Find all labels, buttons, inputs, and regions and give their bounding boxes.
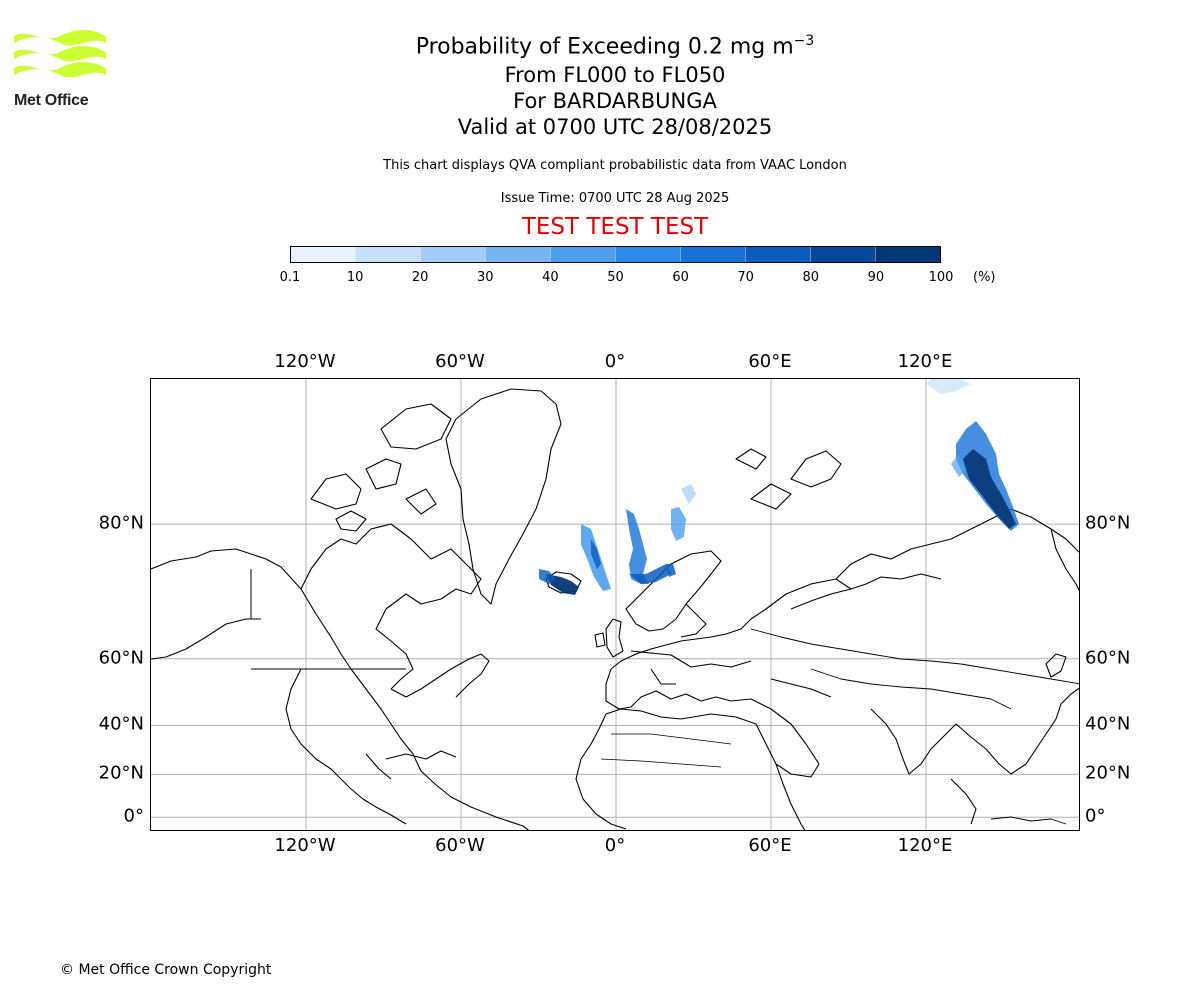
colorbar-segment	[615, 247, 680, 262]
ash-probability-plumes	[539, 379, 1019, 595]
chart-title: Probability of Exceeding 0.2 mg m−3	[300, 26, 930, 62]
left-lat-label: 40°N	[98, 713, 144, 735]
met-office-waves-icon	[14, 30, 106, 78]
right-lat-label: 0°	[1085, 805, 1106, 827]
met-office-logo: Met Office	[14, 30, 109, 112]
coastlines	[151, 388, 1079, 830]
colorbar-tick-label: 40	[542, 270, 559, 285]
volcano-name: For BARDARBUNGA	[513, 89, 717, 114]
valid-time: Valid at 0700 UTC 28/08/2025	[457, 115, 773, 140]
chart-title-block: Probability of Exceeding 0.2 mg m−3 From…	[300, 26, 930, 140]
disclaimer-text: This chart displays QVA compliant probab…	[383, 158, 847, 173]
top-lon-label: 0°	[604, 351, 626, 372]
colorbar-segment	[875, 247, 940, 262]
gridlines	[151, 379, 1079, 830]
top-lon-label: 120°E	[897, 351, 953, 372]
colorbar-segment	[420, 247, 485, 262]
colorbar-tick-label: 60	[672, 270, 689, 285]
bottom-lon-label: 0°	[604, 835, 626, 856]
colorbar-tick-label: 70	[737, 270, 754, 285]
map-canvas	[151, 379, 1079, 830]
top-lon-label: 60°E	[748, 351, 792, 372]
top-lon-label: 120°W	[274, 351, 336, 372]
title-exponent: −3	[793, 33, 815, 49]
colorbar-segment	[550, 247, 615, 262]
level-range: From FL000 to FL050	[504, 63, 726, 88]
colorbar-tick-labels: 0.1 10 20 30 40 50 60 70 80 90 100	[280, 270, 954, 286]
bottom-lon-label: 120°W	[274, 835, 336, 856]
colorbar-segment	[355, 247, 420, 262]
colorbar-segment	[291, 247, 355, 262]
left-lat-label: 60°N	[98, 647, 144, 669]
colorbar-tick-label: 20	[411, 270, 429, 285]
colorbar-tick-label: 90	[867, 270, 885, 285]
bottom-lon-label: 60°W	[435, 835, 485, 856]
colorbar-tick-label: 80	[802, 270, 820, 285]
bottom-lon-label: 60°E	[748, 835, 792, 856]
left-lat-label: 20°N	[98, 762, 144, 784]
colorbar-tick-label: 0.1	[279, 270, 301, 285]
bottom-lon-label: 120°E	[897, 835, 953, 856]
colorbar-tick-label: 50	[607, 270, 624, 285]
map-panel[interactable]	[150, 378, 1080, 831]
test-banner: TEST TEST TEST	[521, 214, 709, 240]
left-lat-label: 80°N	[98, 512, 144, 534]
colorbar-tick-label: 30	[477, 270, 494, 285]
right-lat-label: 40°N	[1085, 713, 1131, 735]
colorbar-tick-label: 100	[928, 270, 954, 285]
copyright-text: © Met Office Crown Copyright	[60, 962, 272, 978]
right-lat-label: 80°N	[1085, 512, 1131, 534]
probability-colorbar	[290, 246, 941, 263]
right-lat-label: 60°N	[1085, 647, 1131, 669]
issue-time: Issue Time: 0700 UTC 28 Aug 2025	[500, 191, 730, 206]
colorbar-segment	[745, 247, 810, 262]
colorbar-segment	[680, 247, 745, 262]
logo-text: Met Office	[14, 92, 89, 109]
top-lon-label: 60°W	[435, 351, 485, 372]
title-prefix: Probability of Exceeding 0.2 mg m	[415, 34, 794, 60]
colorbar-segment	[485, 247, 550, 262]
colorbar-tick-label: 10	[346, 270, 364, 285]
colorbar-segment	[810, 247, 875, 262]
left-lat-label: 0°	[123, 805, 144, 827]
right-lat-label: 20°N	[1085, 762, 1131, 784]
colorbar-unit: (%)	[973, 270, 996, 285]
